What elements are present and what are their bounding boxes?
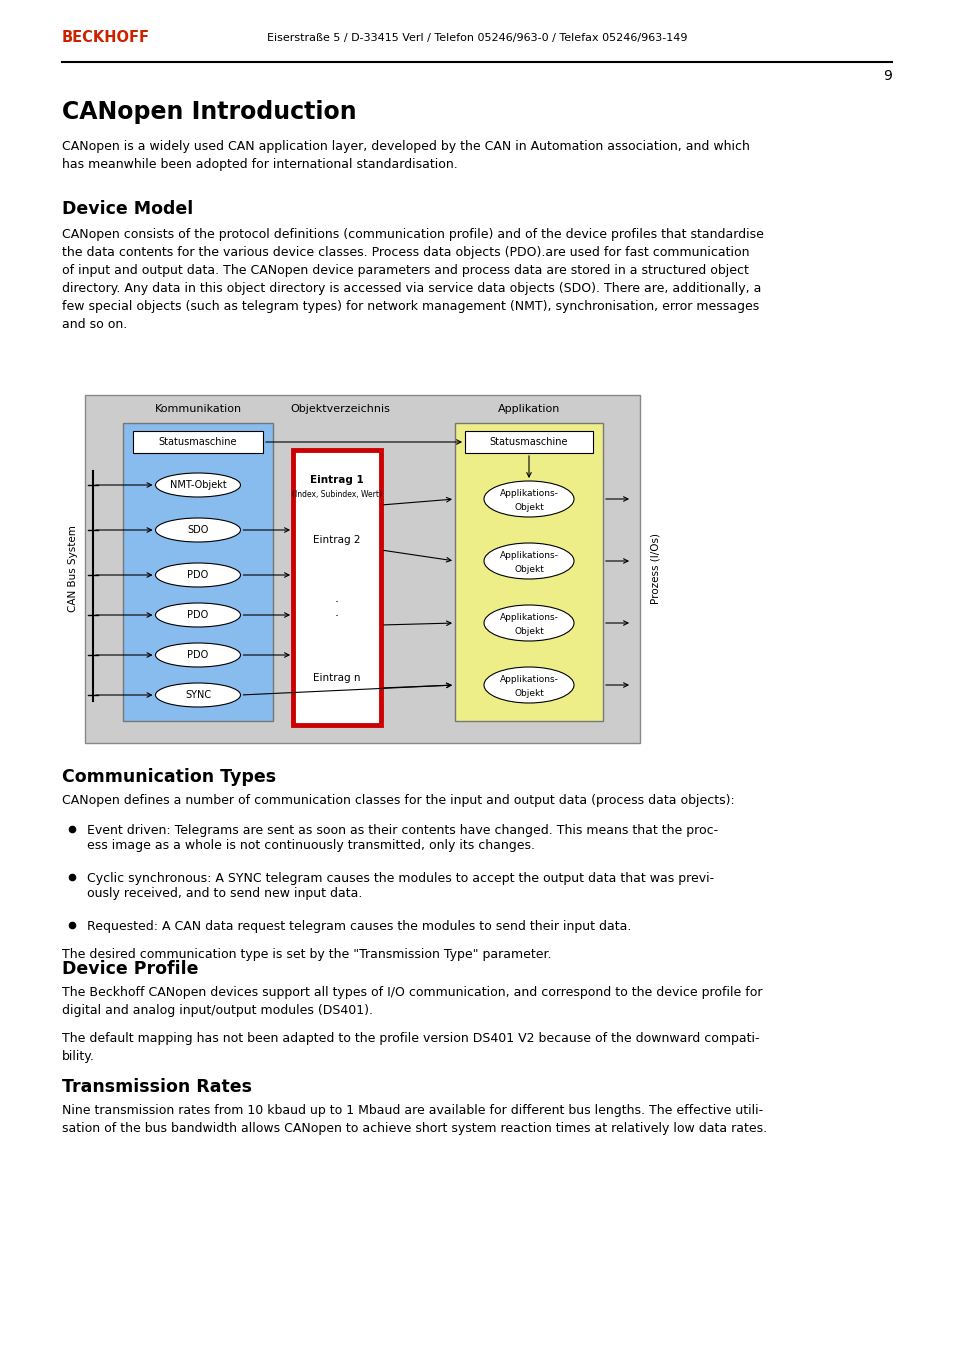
Ellipse shape: [155, 563, 240, 586]
Text: ously received, and to send new input data.: ously received, and to send new input da…: [87, 888, 362, 900]
Text: Device Profile: Device Profile: [62, 961, 198, 978]
FancyBboxPatch shape: [123, 423, 273, 721]
Ellipse shape: [155, 517, 240, 542]
FancyBboxPatch shape: [455, 423, 602, 721]
Text: Eintrag n: Eintrag n: [313, 673, 360, 684]
Text: Statusmaschine: Statusmaschine: [158, 436, 237, 447]
Text: Eiserstraße 5 / D-33415 Verl / Telefon 05246/963-0 / Telefax 05246/963-149: Eiserstraße 5 / D-33415 Verl / Telefon 0…: [267, 32, 686, 43]
Text: Objektverzeichnis: Objektverzeichnis: [290, 404, 390, 413]
Text: Device Model: Device Model: [62, 200, 193, 218]
Text: CANopen is a widely used CAN application layer, developed by the CAN in Automati: CANopen is a widely used CAN application…: [62, 141, 749, 172]
Text: BECKHOFF: BECKHOFF: [62, 31, 150, 46]
Text: PDO: PDO: [187, 611, 209, 620]
Text: The desired communication type is set by the "Transmission Type" parameter.: The desired communication type is set by…: [62, 948, 551, 961]
Text: Applikation: Applikation: [497, 404, 559, 413]
Text: CAN Bus System: CAN Bus System: [68, 526, 78, 612]
Ellipse shape: [483, 481, 574, 517]
Text: Requested: A CAN data request telegram causes the modules to send their input da: Requested: A CAN data request telegram c…: [87, 920, 631, 934]
Ellipse shape: [155, 473, 240, 497]
Text: SDO: SDO: [187, 526, 209, 535]
Text: Objekt: Objekt: [514, 689, 543, 697]
FancyBboxPatch shape: [132, 431, 263, 453]
Text: NMT-Objekt: NMT-Objekt: [170, 480, 226, 490]
Text: Objekt: Objekt: [514, 627, 543, 635]
FancyBboxPatch shape: [293, 450, 380, 725]
Text: The Beckhoff CANopen devices support all types of I/O communication, and corresp: The Beckhoff CANopen devices support all…: [62, 986, 761, 1017]
Text: Event driven: Telegrams are sent as soon as their contents have changed. This me: Event driven: Telegrams are sent as soon…: [87, 824, 718, 838]
Text: Communication Types: Communication Types: [62, 767, 275, 786]
Ellipse shape: [155, 643, 240, 667]
Text: CANopen consists of the protocol definitions (communication profile) and of the : CANopen consists of the protocol definit…: [62, 228, 763, 331]
Text: SYNC: SYNC: [185, 690, 211, 700]
Text: Kommunikation: Kommunikation: [154, 404, 241, 413]
Text: .: .: [335, 592, 338, 604]
Text: The default mapping has not been adapted to the profile version DS401 V2 because: The default mapping has not been adapted…: [62, 1032, 759, 1063]
Text: CANopen defines a number of communication classes for the input and output data : CANopen defines a number of communicatio…: [62, 794, 734, 807]
Ellipse shape: [155, 603, 240, 627]
Text: Objekt: Objekt: [514, 503, 543, 512]
FancyBboxPatch shape: [464, 431, 593, 453]
Ellipse shape: [155, 684, 240, 707]
FancyBboxPatch shape: [85, 394, 639, 743]
Text: Statusmaschine: Statusmaschine: [489, 436, 568, 447]
Text: Applikations-: Applikations-: [499, 613, 558, 623]
Text: Nine transmission rates from 10 kbaud up to 1 Mbaud are available for different : Nine transmission rates from 10 kbaud up…: [62, 1104, 766, 1135]
Text: ess image as a whole is not continuously transmitted, only its changes.: ess image as a whole is not continuously…: [87, 839, 535, 852]
Text: Applikations-: Applikations-: [499, 676, 558, 685]
Ellipse shape: [483, 605, 574, 640]
Text: PDO: PDO: [187, 650, 209, 661]
Text: Eintrag 1: Eintrag 1: [310, 476, 363, 485]
Text: Transmission Rates: Transmission Rates: [62, 1078, 252, 1096]
Text: PDO: PDO: [187, 570, 209, 580]
Text: Eintrag 2: Eintrag 2: [313, 535, 360, 544]
Text: (Index, Subindex, Wert): (Index, Subindex, Wert): [292, 489, 381, 499]
Ellipse shape: [483, 543, 574, 580]
Text: Applikations-: Applikations-: [499, 489, 558, 499]
Text: Cyclic synchronous: A SYNC telegram causes the modules to accept the output data: Cyclic synchronous: A SYNC telegram caus…: [87, 871, 714, 885]
Text: CANopen Introduction: CANopen Introduction: [62, 100, 356, 124]
Ellipse shape: [483, 667, 574, 703]
Text: Applikations-: Applikations-: [499, 551, 558, 561]
Text: Objekt: Objekt: [514, 565, 543, 574]
Text: 9: 9: [882, 69, 891, 82]
Text: .: .: [335, 607, 338, 620]
Text: Prozess (I/Os): Prozess (I/Os): [650, 534, 660, 604]
